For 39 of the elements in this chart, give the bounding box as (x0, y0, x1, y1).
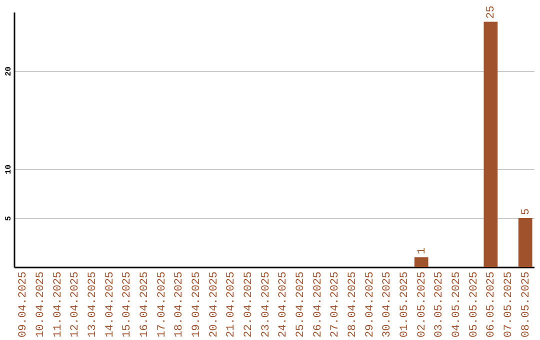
x-tick-label: 10.04.2025 (35, 272, 47, 338)
x-tick-label: 21.04.2025 (226, 272, 238, 338)
x-tick-label: 12.04.2025 (70, 272, 82, 338)
x-tick-label: 29.04.2025 (364, 272, 376, 338)
data-label: 1 (416, 247, 428, 254)
x-tick-label: 08.05.2025 (520, 272, 532, 338)
bar (414, 257, 428, 267)
x-tick-label: 18.04.2025 (174, 272, 186, 338)
x-tick-label: 27.04.2025 (330, 272, 342, 338)
x-tick-label: 11.04.2025 (52, 272, 64, 338)
x-tick-label: 02.05.2025 (416, 272, 428, 338)
data-label: 25 (486, 6, 498, 19)
x-tick-label: 13.04.2025 (87, 272, 99, 338)
x-tick-label: 16.04.2025 (139, 272, 151, 338)
bar (484, 22, 498, 267)
bar (518, 218, 532, 267)
x-tick-label: 05.05.2025 (468, 272, 480, 338)
x-tick-label: 26.04.2025 (312, 272, 324, 338)
y-tick-label: 20 (4, 66, 14, 76)
x-tick-label: 24.04.2025 (278, 272, 290, 338)
x-tick-label: 28.04.2025 (347, 272, 359, 338)
x-tick-label: 22.04.2025 (243, 272, 255, 338)
y-tick-label: 5 (4, 216, 14, 221)
x-tick-label: 20.04.2025 (208, 272, 220, 338)
x-tick-label: 19.04.2025 (191, 272, 203, 338)
x-tick-label: 04.05.2025 (451, 272, 463, 338)
x-tick-label: 30.04.2025 (382, 272, 394, 338)
x-tick-label: 17.04.2025 (156, 272, 168, 338)
y-tick-label: 10 (4, 164, 14, 174)
x-tick-label: 03.05.2025 (434, 272, 446, 338)
x-tick-label: 07.05.2025 (503, 272, 515, 338)
x-tick-label: 25.04.2025 (295, 272, 307, 338)
x-tick-label: 06.05.2025 (486, 272, 498, 338)
x-tick-label: 23.04.2025 (260, 272, 272, 338)
x-tick-label: 14.04.2025 (104, 272, 116, 338)
x-tick-label: 15.04.2025 (122, 272, 134, 338)
x-tick-label: 09.04.2025 (18, 272, 30, 338)
data-label: 5 (520, 208, 532, 215)
x-tick-label: 01.05.2025 (399, 272, 411, 338)
